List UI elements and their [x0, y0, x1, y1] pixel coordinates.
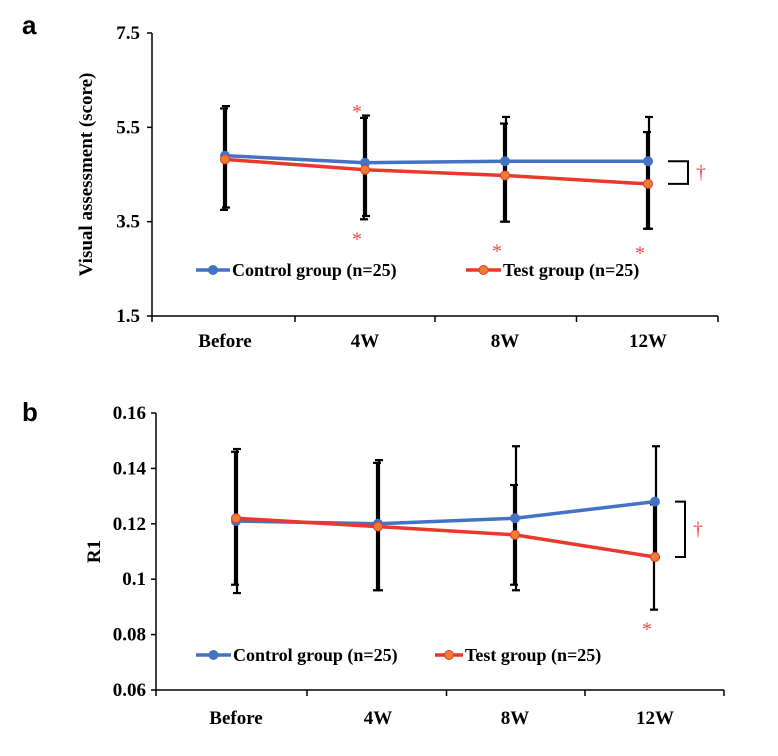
legend-marker [444, 650, 454, 660]
data-point [650, 552, 660, 563]
y-tick-label: 0.14 [113, 458, 147, 479]
chart-b: 0.16 0.14 0.12 0.1 0.08 0.06 Before 4W 8W 12W R1 Co… [84, 403, 725, 729]
asterisk-mark: * [635, 243, 645, 265]
x-tick-label: 4W [351, 331, 380, 352]
data-point [500, 170, 510, 181]
legend-marker [208, 650, 219, 660]
significance-bracket [668, 160, 689, 185]
y-axis-title: Visual assessment (score) [76, 73, 97, 277]
legend-label: Test group (n=25) [465, 645, 601, 666]
y-tick-label: 5.5 [116, 117, 140, 138]
x-tick-label: 4W [364, 708, 393, 729]
data-point [220, 154, 230, 165]
asterisk-mark: * [352, 228, 362, 250]
legend-label: Test group (n=25) [503, 260, 639, 281]
significance-bracket [675, 500, 686, 559]
dagger-mark: † [696, 162, 706, 184]
x-tick-label: 8W [501, 708, 530, 729]
data-point [231, 513, 241, 524]
y-tick-label: 1.5 [116, 306, 140, 327]
asterisk-mark: * [642, 619, 652, 641]
x-tick-label: 12W [629, 331, 667, 352]
series-line [224, 153, 648, 165]
data-point [510, 513, 520, 524]
panel-b-letter: b [22, 397, 38, 427]
y-tick-label: 7.5 [116, 23, 140, 44]
y-tick-label: 0.16 [113, 403, 146, 424]
data-point [510, 529, 520, 540]
y-tick-label: 0.06 [113, 680, 146, 701]
legend-marker [208, 265, 218, 275]
asterisk-mark: * [352, 101, 362, 123]
y-axis-title: R1 [84, 540, 105, 563]
legend-label: Control group (n=25) [232, 260, 397, 281]
chart-a: 7.5 5.5 3.5 1.5 Before 4W 8W 12W Visual assessme… [76, 23, 719, 352]
y-tick-label: 0.12 [113, 514, 146, 535]
data-point [643, 156, 653, 167]
asterisk-mark: * [492, 240, 502, 262]
y-tick-label: 3.5 [116, 212, 140, 233]
x-tick-label: 12W [636, 708, 674, 729]
panel-a-letter: a [22, 10, 37, 40]
legend-marker [478, 265, 489, 275]
legend-label: Control group (n=25) [233, 645, 398, 666]
y-tick-label: 0.08 [113, 625, 146, 646]
series-line [224, 157, 649, 186]
data-point [500, 156, 510, 167]
x-tick-label: Before [198, 331, 251, 352]
data-point [650, 496, 660, 507]
dagger-mark: † [693, 518, 703, 540]
data-point [373, 521, 383, 532]
series-line [235, 516, 656, 559]
data-point [643, 178, 653, 189]
data-point [360, 164, 370, 175]
y-tick-label: 0.1 [122, 569, 146, 590]
x-tick-label: 8W [491, 331, 520, 352]
x-tick-label: Before [209, 708, 262, 729]
